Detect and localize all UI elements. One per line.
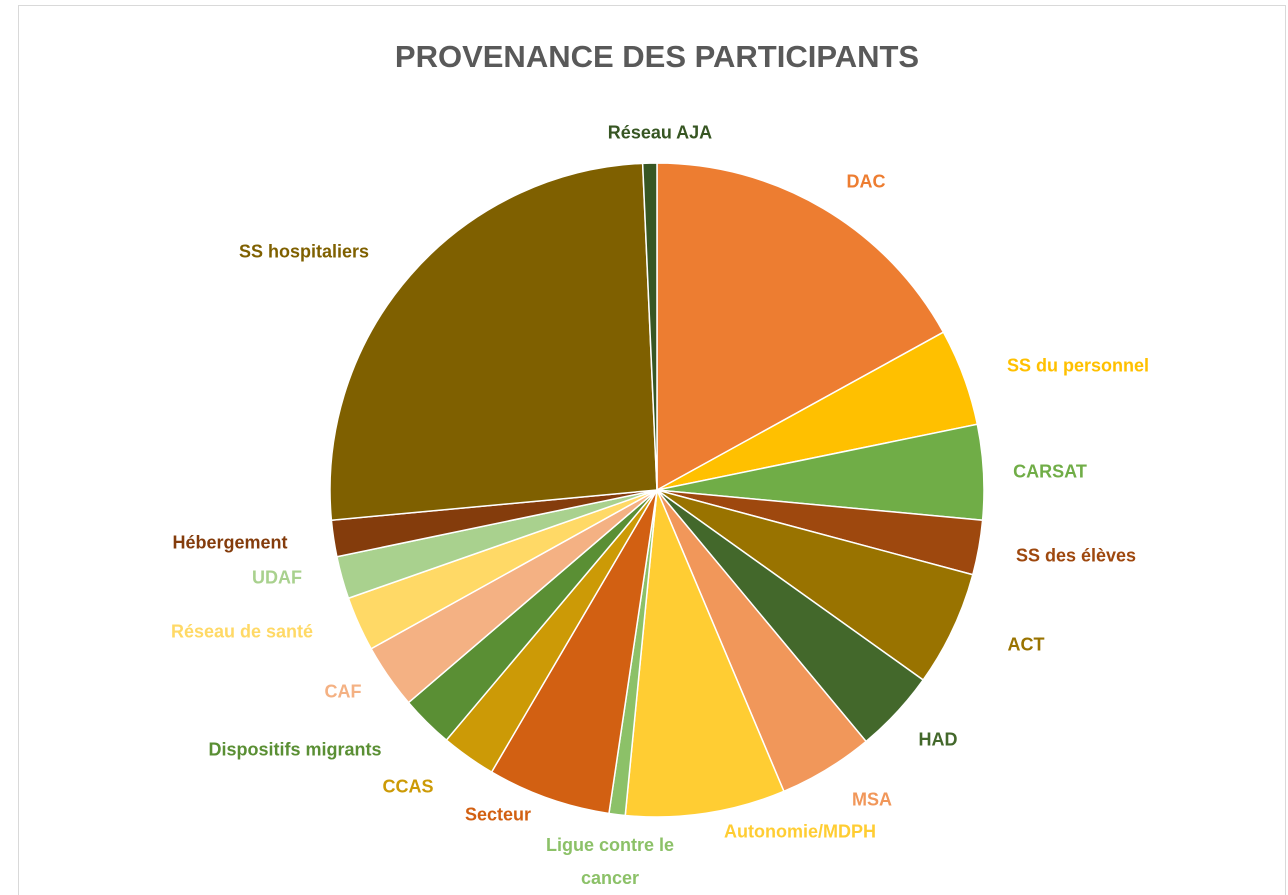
slice-label: Autonomie/MDPH bbox=[724, 821, 876, 842]
slice-label: MSA bbox=[852, 789, 892, 810]
chart-title: PROVENANCE DES PARTICIPANTS bbox=[394, 39, 920, 74]
slice-label: CAF bbox=[324, 681, 362, 702]
chart-frame bbox=[18, 5, 1286, 895]
slice-label: HAD bbox=[918, 729, 958, 750]
slice-label: Réseau de santé bbox=[170, 621, 314, 642]
slice-label: SS du personnel bbox=[1006, 355, 1150, 376]
pie-slice bbox=[641, 162, 658, 491]
pie-slice bbox=[656, 162, 945, 492]
slice-label: DAC bbox=[846, 171, 886, 192]
pie-slice bbox=[329, 162, 658, 522]
slice-label: Dispositifs migrants bbox=[208, 739, 382, 760]
slice-label: CARSAT bbox=[1013, 461, 1087, 482]
slice-label: Ligue contre le cancer bbox=[545, 835, 675, 888]
slice-label: ACT bbox=[1007, 634, 1045, 655]
pie-slice bbox=[624, 489, 785, 818]
slice-label: Réseau AJA bbox=[607, 122, 713, 143]
slice-label: SS des élèves bbox=[1015, 545, 1137, 566]
slice-label: SS hospitaliers bbox=[238, 241, 370, 262]
slice-label: Secteur bbox=[464, 804, 532, 825]
slice-label: CCAS bbox=[382, 776, 434, 797]
pie-slice bbox=[490, 489, 658, 815]
slice-label: Hébergement bbox=[172, 532, 288, 553]
slice-label: UDAF bbox=[252, 567, 302, 588]
